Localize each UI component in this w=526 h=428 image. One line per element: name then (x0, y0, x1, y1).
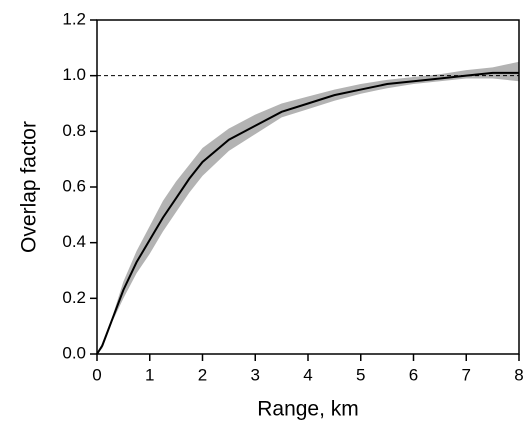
line (96, 71, 519, 355)
y-tick-label: 0.2 (62, 288, 86, 307)
y-tick-label: 0.4 (62, 232, 86, 251)
x-axis-label: Range, km (257, 398, 359, 421)
y-tick-label: 0.6 (62, 176, 86, 195)
uncertainty-band (97, 61, 519, 354)
x-tick-label: 3 (251, 365, 260, 384)
x-tick-label: 1 (145, 365, 154, 384)
x-tick-label: 2 (198, 365, 207, 384)
y-axis-label: Overlap factor (18, 121, 41, 253)
plot-frame (96, 19, 520, 355)
x-tick-label: 6 (409, 365, 418, 384)
y-tick-label: 1.2 (62, 9, 86, 28)
x-tick-label: 8 (514, 365, 523, 384)
x-tick-label: 5 (356, 365, 365, 384)
y-tick-label: 1.0 (62, 65, 86, 84)
x-tick-label: 0 (92, 365, 101, 384)
y-tick-label: 0.0 (62, 343, 86, 362)
x-tick-label: 4 (303, 365, 312, 384)
y-tick-label: 0.8 (62, 121, 86, 140)
x-tick-label: 7 (462, 365, 471, 384)
